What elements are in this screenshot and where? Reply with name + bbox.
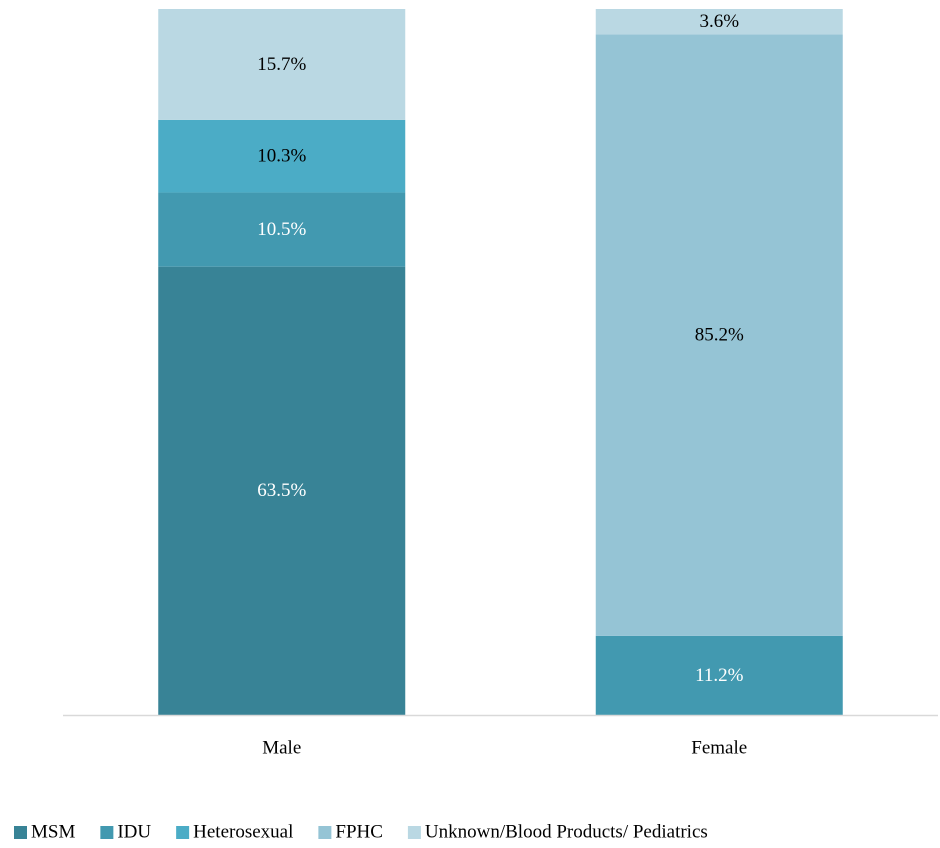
bar-segment (595, 9, 843, 35)
data-label: 85.2% (695, 325, 744, 346)
bar-segment (158, 9, 406, 120)
legend-swatch (407, 826, 421, 839)
legend-swatch (100, 826, 114, 839)
bar-segment (595, 34, 843, 636)
legend-label: MSM (31, 821, 75, 842)
legend-label: IDU (117, 821, 151, 842)
bar-segment (158, 192, 406, 267)
data-label: 3.6% (699, 11, 739, 32)
x-tick-label: Male (262, 737, 301, 758)
legend-label: Unknown/Blood Products/ Pediatrics (425, 821, 708, 842)
bar-segment (158, 266, 406, 715)
legend-label: FPHC (335, 821, 383, 842)
data-label: 10.3% (257, 146, 306, 167)
bar-segment (158, 119, 406, 193)
data-label: 11.2% (695, 665, 744, 686)
data-label: 15.7% (257, 54, 306, 75)
legend-swatch (14, 826, 27, 839)
data-label: 63.5% (257, 480, 306, 501)
bar-segment (595, 635, 843, 715)
legend-label: Heterosexual (193, 821, 293, 842)
data-label: 10.5% (257, 219, 306, 240)
legend-swatch (318, 826, 332, 839)
x-tick-label: Female (691, 737, 747, 758)
legend-swatch (176, 826, 190, 839)
